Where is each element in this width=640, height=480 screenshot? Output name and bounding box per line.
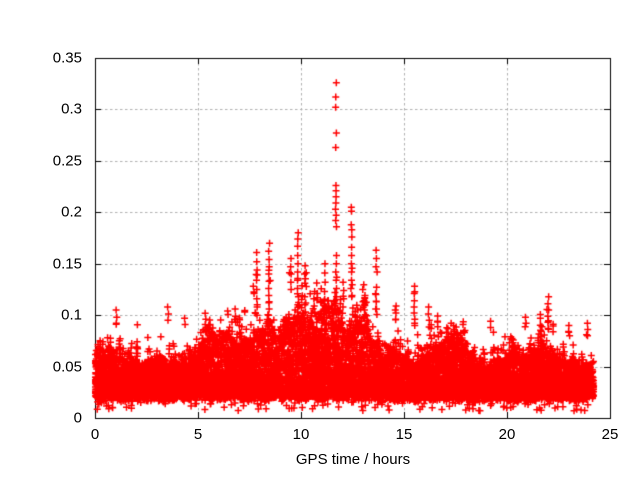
x-tick-label: 0 [90, 426, 100, 443]
x-tick-label: 25 [601, 426, 619, 443]
y-tick-label: 0.05 [52, 358, 82, 376]
x-tick-label: 10 [292, 426, 310, 443]
y-tick-label: 0.35 [52, 49, 82, 67]
y-tick-label: 0.25 [52, 152, 82, 170]
y-tick-label: 0.3 [61, 100, 82, 118]
y-tick-label: 0.15 [52, 255, 82, 273]
y-tick-label: 0 [73, 409, 82, 427]
x-tick-label: 20 [498, 426, 516, 443]
x-axis-label: GPS time / hours [295, 451, 411, 468]
y-tick-label: 0.1 [61, 306, 82, 324]
y-tick-label: 0.2 [61, 203, 82, 221]
x-tick-label: 5 [193, 426, 203, 443]
x-tick-label: 15 [395, 426, 413, 443]
